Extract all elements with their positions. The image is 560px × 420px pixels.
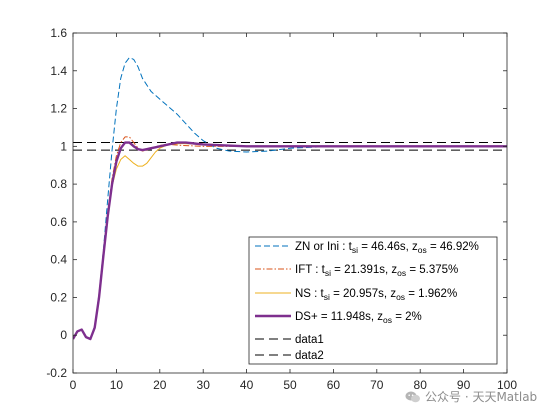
axes-layer: 0 10 20 30 40 50 60 70 80 90 100-0.200.20.40.60.81… [46,26,517,392]
watermark-text: 公众号 · 天天Matlab [425,390,538,404]
x-tick-label: 100 [497,378,517,392]
legend-label-part: os [396,292,405,302]
y-tick-label: 1.6 [50,26,67,40]
legend: ZN or Ini : tsi = 46.46s, zos = 46.92%IF… [248,236,498,365]
x-tick-label: 60 [327,378,341,392]
legend-label-part: NS : t [295,288,325,300]
legend-label-part: si [324,292,330,302]
x-tick-label: 80 [414,378,428,392]
legend-label-2: IFT : tsi = 21.391s, zos = 5.375% [295,264,458,278]
legend-label-part: = 5.375% [406,264,458,276]
legend-label-part: = 20.957s, z [330,288,396,300]
legend-label-part: os [397,268,406,278]
legend-label-1: ZN or Ini : tsi = 46.46s, zos = 46.92% [295,241,479,255]
legend-label-part: os [383,315,392,325]
x-tick-label: 30 [197,378,211,392]
legend-label-part: = 46.92% [427,241,479,253]
x-tick-label: 40 [240,378,254,392]
y-tick-label: 0.2 [50,290,67,304]
y-tick-label: 0.4 [50,253,67,267]
x-tick-label: 20 [153,378,167,392]
legend-label-part: data1 [295,334,324,346]
y-tick-label: 0.8 [50,177,67,191]
y-tick-label: 0.6 [50,215,67,229]
legend-label-part: ZN or Ini : t [295,241,353,253]
x-tick-label: 70 [370,378,384,392]
y-tick-label: -0.2 [46,366,67,380]
legend-label-5: data1 [295,334,324,346]
legend-label-part: = 1.962% [405,288,457,300]
legend-label-6: data2 [295,350,324,362]
legend-label-part: DS+ = 11.948s, z [295,311,383,323]
legend-label-part: si [352,245,358,255]
legend-label-3: NS : tsi = 20.957s, zos = 1.962% [295,288,457,302]
legend-label-4: DS+ = 11.948s, zos = 2% [295,311,422,325]
legend-label-part: IFT : t [295,264,326,276]
y-tick-label: 1 [60,139,67,153]
legend-label-part: os [418,245,427,255]
x-tick-label: 0 [70,378,77,392]
legend-label-part: = 46.46s, z [358,241,418,253]
watermark: 公众号 · 天天Matlab [405,388,537,405]
y-tick-label: 1.4 [50,64,67,78]
legend-label-part: = 2% [392,311,422,323]
x-tick-label: 50 [283,378,297,392]
series-line-4 [73,141,507,341]
legend-label-part: data2 [295,350,324,362]
y-tick-label: 0 [60,328,67,342]
legend-label-part: si [325,268,331,278]
x-tick-label: 90 [457,378,471,392]
legend-label-part: = 21.391s, z [331,264,397,276]
series-layer [73,57,507,341]
wechat-icon [405,391,420,402]
legend-box [248,236,498,365]
x-tick-label: 10 [110,378,124,392]
y-tick-label: 1.2 [50,102,67,116]
